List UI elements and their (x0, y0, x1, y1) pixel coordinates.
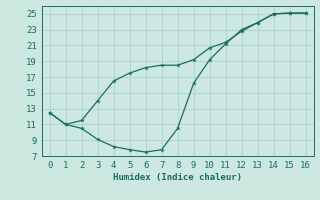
X-axis label: Humidex (Indice chaleur): Humidex (Indice chaleur) (113, 173, 242, 182)
